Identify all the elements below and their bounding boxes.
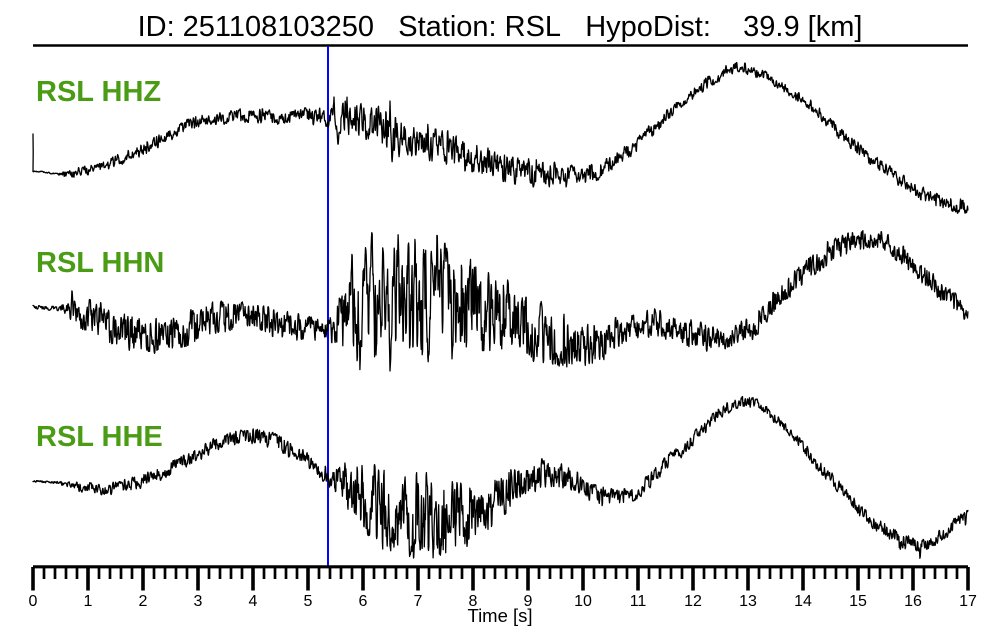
svg-text:Time [s]: Time [s] [467, 605, 532, 626]
svg-text:16: 16 [904, 593, 922, 610]
svg-text:11: 11 [630, 593, 647, 610]
svg-text:15: 15 [849, 593, 867, 610]
svg-text:7: 7 [414, 593, 423, 610]
svg-text:RSL HHN: RSL HHN [36, 247, 164, 279]
svg-text:4: 4 [249, 593, 258, 610]
svg-text:RSL HHZ: RSL HHZ [36, 76, 161, 108]
svg-text:14: 14 [794, 593, 812, 610]
svg-text:1: 1 [84, 593, 93, 610]
svg-text:12: 12 [684, 593, 702, 610]
svg-text:RSL HHE: RSL HHE [36, 421, 163, 453]
svg-text:9: 9 [524, 593, 533, 610]
svg-text:13: 13 [739, 593, 757, 610]
svg-text:17: 17 [959, 593, 977, 610]
svg-text:3: 3 [194, 593, 203, 610]
svg-text:5: 5 [304, 593, 313, 610]
svg-text:10: 10 [574, 593, 592, 610]
svg-text:ID: 251108103250 Station: RS: ID: 251108103250 Station: RSL HypoDist: … [138, 11, 863, 43]
svg-text:8: 8 [469, 593, 478, 610]
svg-text:2: 2 [139, 593, 148, 610]
svg-text:6: 6 [359, 593, 368, 610]
svg-text:0: 0 [29, 593, 38, 610]
